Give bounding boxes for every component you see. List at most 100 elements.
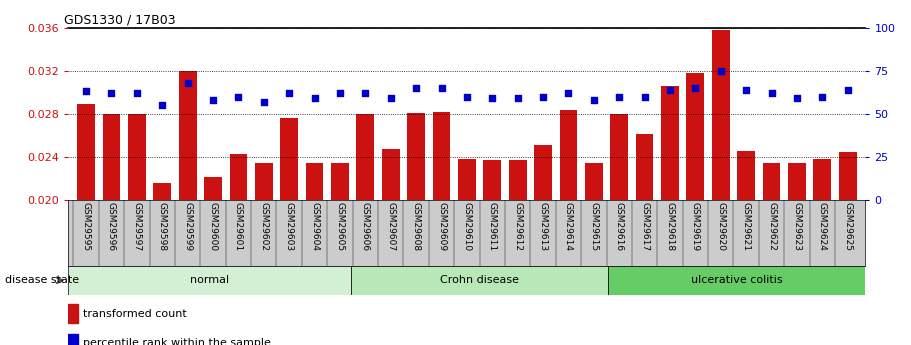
Point [79, 89, 94, 94]
Point [688, 85, 702, 91]
Point [358, 90, 373, 96]
Bar [763, 164, 781, 200]
Point [281, 90, 296, 96]
Bar [609, 266, 865, 295]
Text: GSM29602: GSM29602 [260, 202, 269, 251]
Point [713, 68, 728, 73]
Text: GSM29619: GSM29619 [691, 202, 700, 251]
Text: ulcerative colitis: ulcerative colitis [691, 275, 783, 285]
Point [129, 90, 144, 96]
Bar [788, 164, 806, 200]
Point [612, 94, 627, 99]
Bar [559, 109, 578, 200]
Bar [103, 114, 120, 200]
Text: GSM29607: GSM29607 [386, 202, 395, 251]
Bar [484, 160, 501, 200]
Text: GSM29603: GSM29603 [284, 202, 293, 251]
Bar [128, 114, 146, 200]
Point [662, 87, 677, 92]
Text: GSM29596: GSM29596 [107, 202, 116, 251]
Bar [687, 73, 704, 200]
Bar [585, 164, 603, 200]
Bar [351, 266, 609, 295]
Bar [407, 113, 425, 200]
Point [231, 94, 246, 99]
Bar [433, 112, 450, 200]
Text: GSM29612: GSM29612 [513, 202, 522, 251]
Text: transformed count: transformed count [83, 309, 187, 319]
Text: GSM29611: GSM29611 [487, 202, 496, 251]
Point [155, 102, 169, 108]
Bar [281, 118, 298, 200]
Bar [534, 145, 552, 200]
Bar [77, 104, 95, 200]
Point [840, 87, 855, 92]
Bar [230, 154, 247, 200]
Text: GSM29617: GSM29617 [640, 202, 650, 251]
Point [384, 96, 398, 101]
Bar [68, 304, 78, 323]
Point [435, 85, 449, 91]
Text: GSM29620: GSM29620 [716, 202, 725, 251]
Text: GSM29597: GSM29597 [132, 202, 141, 251]
Point [307, 96, 322, 101]
Point [815, 94, 830, 99]
Bar [508, 160, 527, 200]
Text: GSM29601: GSM29601 [234, 202, 243, 251]
Bar [331, 164, 349, 200]
Text: GSM29615: GSM29615 [589, 202, 599, 251]
Point [790, 96, 804, 101]
Point [333, 90, 347, 96]
Point [764, 90, 779, 96]
Bar [68, 334, 78, 345]
Text: GSM29623: GSM29623 [793, 202, 802, 251]
Bar [458, 159, 476, 200]
Bar [255, 164, 272, 200]
Point [206, 97, 220, 103]
Bar [814, 159, 831, 200]
Text: GSM29614: GSM29614 [564, 202, 573, 251]
Point [459, 94, 474, 99]
Text: GSM29625: GSM29625 [844, 202, 852, 251]
Point [409, 85, 424, 91]
Point [257, 99, 271, 105]
Point [104, 90, 118, 96]
Text: GSM29606: GSM29606 [361, 202, 370, 251]
Bar [153, 183, 171, 200]
Text: percentile rank within the sample: percentile rank within the sample [83, 338, 271, 345]
Bar [68, 266, 351, 295]
Bar [661, 86, 679, 200]
Point [739, 87, 753, 92]
Text: GDS1330 / 17B03: GDS1330 / 17B03 [65, 13, 176, 27]
Point [561, 90, 576, 96]
Bar [737, 150, 755, 200]
Bar [204, 177, 222, 200]
Point [536, 94, 550, 99]
Text: GSM29624: GSM29624 [818, 202, 827, 251]
Bar [356, 114, 374, 200]
Text: GSM29599: GSM29599 [183, 202, 192, 251]
Point [180, 80, 195, 86]
Point [510, 96, 525, 101]
Point [485, 96, 499, 101]
Text: GSM29613: GSM29613 [538, 202, 548, 251]
Bar [636, 134, 653, 200]
Text: GSM29622: GSM29622 [767, 202, 776, 251]
Text: GSM29605: GSM29605 [335, 202, 344, 251]
Point [638, 94, 652, 99]
Bar [839, 151, 856, 200]
Text: GSM29608: GSM29608 [412, 202, 421, 251]
Text: GSM29609: GSM29609 [437, 202, 446, 251]
Text: normal: normal [190, 275, 230, 285]
Text: GSM29610: GSM29610 [463, 202, 471, 251]
Text: GSM29595: GSM29595 [82, 202, 90, 251]
Bar [711, 30, 730, 200]
Text: GSM29598: GSM29598 [158, 202, 167, 251]
Text: GSM29600: GSM29600 [209, 202, 218, 251]
Text: GSM29618: GSM29618 [665, 202, 674, 251]
Text: disease state: disease state [5, 275, 78, 285]
Bar [610, 114, 628, 200]
Point [587, 97, 601, 103]
Text: GSM29616: GSM29616 [615, 202, 624, 251]
Bar [306, 164, 323, 200]
